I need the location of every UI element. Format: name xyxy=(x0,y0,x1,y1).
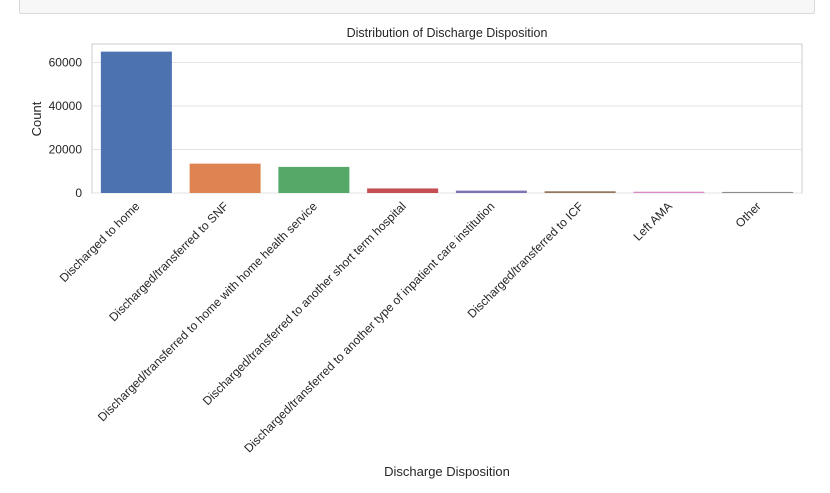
y-tick-labels: 0 20000 40000 60000 xyxy=(49,55,83,200)
y-axis-label: Count xyxy=(29,101,44,136)
x-tick-label: Discharged to home xyxy=(57,199,143,285)
y-tick-label: 20000 xyxy=(49,142,83,156)
bar xyxy=(100,51,172,193)
y-tick-label: 60000 xyxy=(49,55,83,69)
bar xyxy=(633,191,705,193)
x-tick-label: Other xyxy=(733,199,764,230)
x-tick-label: Discharged/transferred to another short … xyxy=(200,199,409,408)
x-tick-labels: Discharged to home Discharged/transferred… xyxy=(57,199,764,455)
y-tick-label: 0 xyxy=(75,186,82,200)
bar xyxy=(278,166,350,193)
x-axis-label: Discharge Disposition xyxy=(384,464,510,479)
bar xyxy=(455,190,527,193)
bar xyxy=(722,191,794,193)
x-tick-label: Left AMA xyxy=(631,199,675,243)
bar xyxy=(189,163,261,193)
bar xyxy=(544,191,616,193)
bars xyxy=(100,51,794,193)
chart-title: Distribution of Discharge Disposition xyxy=(347,26,548,40)
y-tick-label: 40000 xyxy=(49,99,83,113)
top-panel xyxy=(19,0,815,14)
bar xyxy=(367,188,439,193)
